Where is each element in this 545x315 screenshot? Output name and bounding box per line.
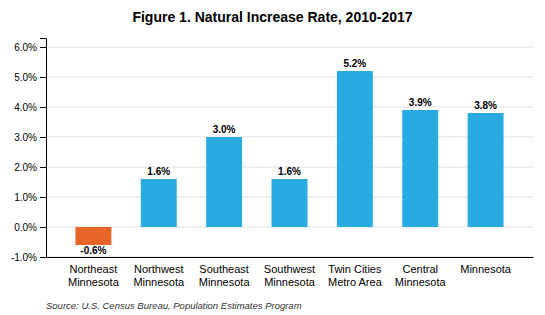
bar xyxy=(141,179,177,227)
data-label: 3.8% xyxy=(474,100,497,111)
y-tick-label: -1.0% xyxy=(11,252,37,263)
x-tick-label-line: Minnesota xyxy=(395,276,447,288)
y-tick: 5.0% xyxy=(14,72,46,83)
y-tick-label: 6.0% xyxy=(14,42,37,53)
y-tick-mark xyxy=(40,227,46,228)
x-tick-label-line: Minnesota xyxy=(199,276,251,288)
x-tick-label-line: Minnesota xyxy=(133,276,185,288)
x-tick-label-line: Southeast xyxy=(199,263,249,275)
x-tick: SoutheastMinnesota xyxy=(199,257,251,288)
y-tick-label: 3.0% xyxy=(14,132,37,143)
y-tick: 2.0% xyxy=(14,162,46,173)
x-tick: Twin CitiesMetro Area xyxy=(328,257,383,288)
bar xyxy=(75,227,111,245)
y-tick-label: 5.0% xyxy=(14,72,37,83)
data-label: 3.0% xyxy=(213,124,236,135)
x-tick-label: Twin CitiesMetro Area xyxy=(328,263,383,288)
bar xyxy=(468,113,504,227)
bar xyxy=(402,110,438,227)
y-tick-label: 0.0% xyxy=(14,222,37,233)
y-tick-label: 2.0% xyxy=(14,162,37,173)
x-tick: CentralMinnesota xyxy=(395,257,447,288)
x-tick-label-line: Northwest xyxy=(134,263,184,275)
y-tick-label: 4.0% xyxy=(14,102,37,113)
x-tick-label: CentralMinnesota xyxy=(395,263,447,288)
y-tick: 0.0% xyxy=(14,222,46,233)
grid-line xyxy=(46,257,533,258)
x-tick-label: NorthwestMinnesota xyxy=(133,263,185,288)
y-tick: 4.0% xyxy=(14,102,46,113)
y-axis-line xyxy=(40,39,47,258)
grid-line xyxy=(46,47,533,48)
x-tick-label: NortheastMinnesota xyxy=(68,263,120,288)
data-label: 1.6% xyxy=(147,166,170,177)
grid-line xyxy=(46,137,533,138)
grid-line xyxy=(46,107,533,108)
x-tick-label-line: Central xyxy=(403,263,438,275)
x-tick-label-line: Minnesota xyxy=(68,276,120,288)
data-label: 3.9% xyxy=(409,97,432,108)
x-tick-label: SoutheastMinnesota xyxy=(199,263,251,288)
x-tick: NorthwestMinnesota xyxy=(133,257,185,288)
x-tick-label-line: Southwest xyxy=(264,263,315,275)
annotation: Source: U.S. Census Bureau, Population E… xyxy=(46,300,302,311)
x-tick-label-line: Minnesota xyxy=(460,263,512,275)
y-tick-mark xyxy=(40,107,46,108)
data-label: 5.2% xyxy=(343,58,366,69)
y-tick: 6.0% xyxy=(14,42,46,53)
data-label: 1.6% xyxy=(278,166,301,177)
bars xyxy=(75,71,503,245)
y-tick-mark xyxy=(40,47,46,48)
x-tick: NortheastMinnesota xyxy=(68,257,120,288)
y-tick-mark xyxy=(40,257,46,258)
x-tick-label-line: Northeast xyxy=(70,263,118,275)
y-tick-mark xyxy=(40,137,46,138)
y-tick: 3.0% xyxy=(14,132,46,143)
bar xyxy=(337,71,373,227)
data-label: -0.6% xyxy=(80,245,106,256)
bar xyxy=(272,179,308,227)
x-tick-label-line: Metro Area xyxy=(328,276,383,288)
x-axis-line xyxy=(47,257,534,258)
plot: -1.0% 0.0% 1.0% 2.0% 3.0% 4.0% 5.0% 6.0% Northea… xyxy=(11,39,534,289)
x-axis: NortheastMinnesotaNorthwestMinnesotaSout… xyxy=(47,257,534,288)
y-tick-label: 1.0% xyxy=(14,192,37,203)
y-tick-mark xyxy=(40,197,46,198)
y-tick: -1.0% xyxy=(11,252,46,263)
y-tick-mark xyxy=(40,167,46,168)
bar xyxy=(206,137,242,227)
data-labels: -0.6% 1.6% 3.0% 1.6% 5.2% 3.9% 3.8% xyxy=(80,58,497,256)
x-tick-label: SouthwestMinnesota xyxy=(264,263,316,288)
y-tick: 1.0% xyxy=(14,192,46,203)
grid xyxy=(46,47,533,257)
y-tick-mark xyxy=(40,77,46,78)
chart: -1.0% 0.0% 1.0% 2.0% 3.0% 4.0% 5.0% 6.0% Northea… xyxy=(0,0,545,315)
x-tick-label-line: Minnesota xyxy=(264,276,316,288)
x-tick-label-line: Twin Cities xyxy=(328,263,382,275)
y-axis: -1.0% 0.0% 1.0% 2.0% 3.0% 4.0% 5.0% 6.0% xyxy=(11,39,47,263)
title: Figure 1. Natural Increase Rate, 2010-20… xyxy=(132,9,412,25)
x-tick: SouthwestMinnesota xyxy=(264,257,316,288)
x-tick: Minnesota xyxy=(460,257,512,275)
grid-line xyxy=(46,77,533,78)
x-tick-label: Minnesota xyxy=(460,263,512,275)
